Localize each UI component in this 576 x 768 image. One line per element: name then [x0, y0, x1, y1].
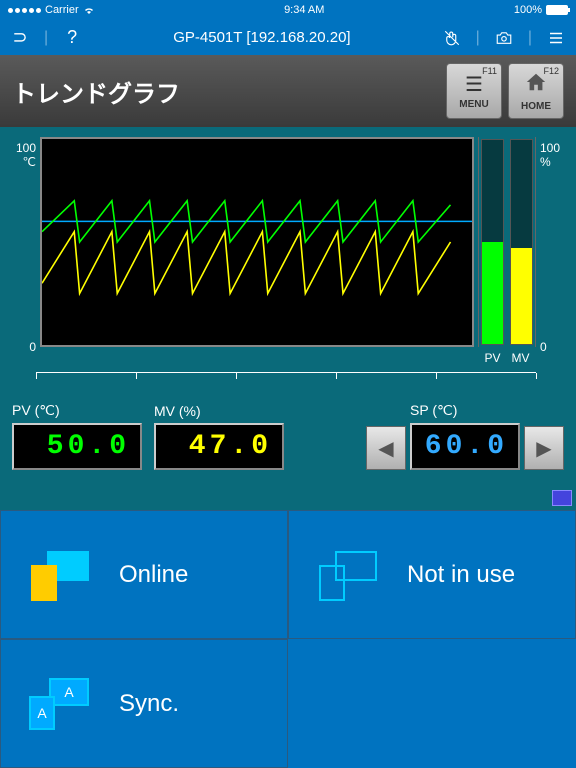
app-toolbar: ⊃ | ? GP-4501T [192.168.20.20] | | — [0, 20, 576, 55]
bar-label-mv: MV — [511, 351, 529, 365]
bar-label-pv: PV — [484, 351, 500, 365]
status-online[interactable]: Online — [0, 510, 288, 639]
back-icon[interactable]: ⊃ — [10, 28, 30, 48]
signal-icon — [8, 8, 41, 13]
devices-outline-icon — [313, 545, 383, 605]
page-title: トレンドグラフ — [12, 74, 180, 109]
hmi-panel: トレンドグラフ F11 ☰ MENU F12 HOME 100℃ 0 — [0, 55, 576, 510]
list-icon: ☰ — [465, 72, 483, 97]
camera-icon[interactable] — [494, 28, 514, 48]
home-button[interactable]: F12 HOME — [508, 63, 564, 119]
mv-label: MV (%) — [154, 403, 284, 419]
battery-icon — [546, 5, 568, 15]
sp-display: 60.0 — [410, 423, 520, 470]
devices-online-icon — [25, 545, 95, 605]
status-grid: Online Not in use A A Sync. — [0, 510, 576, 768]
hmi-header: トレンドグラフ F11 ☰ MENU F12 HOME — [0, 55, 576, 127]
sp-label: SP (℃) — [410, 402, 520, 419]
ios-status-bar: Carrier 9:34 AM 100% — [0, 0, 576, 20]
sp-decrement-button[interactable]: ◀ — [366, 426, 406, 470]
sp-increment-button[interactable]: ▶ — [524, 426, 564, 470]
y-axis-left: 100℃ 0 — [10, 137, 36, 372]
mv-display: 47.0 — [154, 423, 284, 470]
menu-icon[interactable] — [546, 28, 566, 48]
devices-sync-icon: A A — [25, 674, 95, 734]
touch-disable-icon[interactable] — [442, 28, 462, 48]
readouts-row: PV (℃) 50.0 MV (%) 47.0 ◀ SP (℃) 60.0 ▶ — [0, 386, 576, 480]
status-not-in-use[interactable]: Not in use — [288, 510, 576, 639]
cast-icon[interactable] — [552, 490, 572, 506]
x-axis — [36, 372, 536, 386]
app-title: GP-4501T [192.168.20.20] — [173, 29, 350, 46]
pv-label: PV (℃) — [12, 402, 142, 419]
trend-area: 100℃ 0 PV MV 100% 0 — [0, 127, 576, 372]
y-axis-right: 100% 0 — [540, 137, 566, 372]
menu-button[interactable]: F11 ☰ MENU — [446, 63, 502, 119]
pv-display: 50.0 — [12, 423, 142, 470]
help-icon[interactable]: ? — [62, 28, 82, 48]
battery-pct: 100% — [514, 4, 542, 16]
bar-indicators: PV MV — [478, 137, 536, 347]
wifi-icon — [83, 4, 95, 16]
status-sync[interactable]: A A Sync. — [0, 639, 288, 768]
status-time: 9:34 AM — [284, 4, 324, 16]
trend-chart[interactable] — [40, 137, 474, 347]
carrier-label: Carrier — [45, 4, 79, 16]
